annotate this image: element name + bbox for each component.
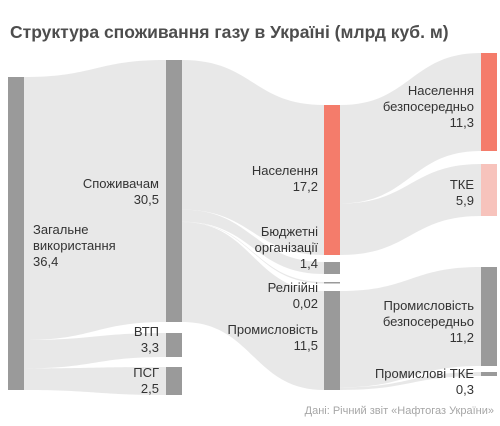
node-total xyxy=(8,77,24,390)
node-religious xyxy=(324,282,340,284)
node-label-religious: Релігійні xyxy=(268,280,318,295)
node-value-psg: 2,5 xyxy=(141,381,159,396)
node-label-industry: Промисловість xyxy=(228,322,319,337)
node-value-consumers: 30,5 xyxy=(134,192,159,207)
node-label-households: Населення xyxy=(252,163,318,178)
node-value-vtp: 3,3 xyxy=(141,340,159,355)
data-source: Дані: Річний звіт «Нафтогаз України» xyxy=(305,405,494,417)
node-value-households: 17,2 xyxy=(293,179,318,194)
node-industry_direct xyxy=(481,267,497,366)
node-tke xyxy=(481,164,497,216)
node-value-households_direct: 11,3 xyxy=(450,115,474,130)
node-label-budget: організації xyxy=(255,240,319,255)
node-value-industry: 11,5 xyxy=(294,338,318,353)
node-label-tke: ТКЕ xyxy=(450,177,475,192)
node-label-total: використання xyxy=(33,238,116,253)
node-label-households_direct: безпосередньо xyxy=(383,99,474,114)
node-value-budget: 1,4 xyxy=(300,256,318,271)
node-label-budget: Бюджетні xyxy=(261,224,318,239)
node-value-total: 36,4 xyxy=(33,254,58,269)
node-label-consumers: Споживачам xyxy=(83,176,159,191)
node-value-religious: 0,02 xyxy=(293,296,318,311)
node-label-total: Загальне xyxy=(33,222,89,237)
node-label-households_direct: Населення xyxy=(408,83,474,98)
node-label-psg: ПСГ xyxy=(133,365,159,380)
node-industry_tke xyxy=(481,372,497,376)
node-value-industry_direct: 11,2 xyxy=(450,330,474,345)
node-industry xyxy=(324,291,340,390)
node-vtp xyxy=(166,333,182,357)
node-households xyxy=(324,105,340,255)
node-label-vtp: ВТП xyxy=(134,324,159,339)
node-value-tke: 5,9 xyxy=(456,193,474,208)
node-label-industry_direct: Промисловість xyxy=(384,298,475,313)
node-households_direct xyxy=(481,53,497,151)
node-budget xyxy=(324,262,340,274)
node-label-industry_tke: Промислові ТКЕ xyxy=(375,366,474,381)
node-psg xyxy=(166,367,182,395)
node-value-industry_tke: 0,3 xyxy=(456,382,474,397)
node-label-industry_direct: безпосередньо xyxy=(383,314,474,329)
node-consumers xyxy=(166,60,182,322)
